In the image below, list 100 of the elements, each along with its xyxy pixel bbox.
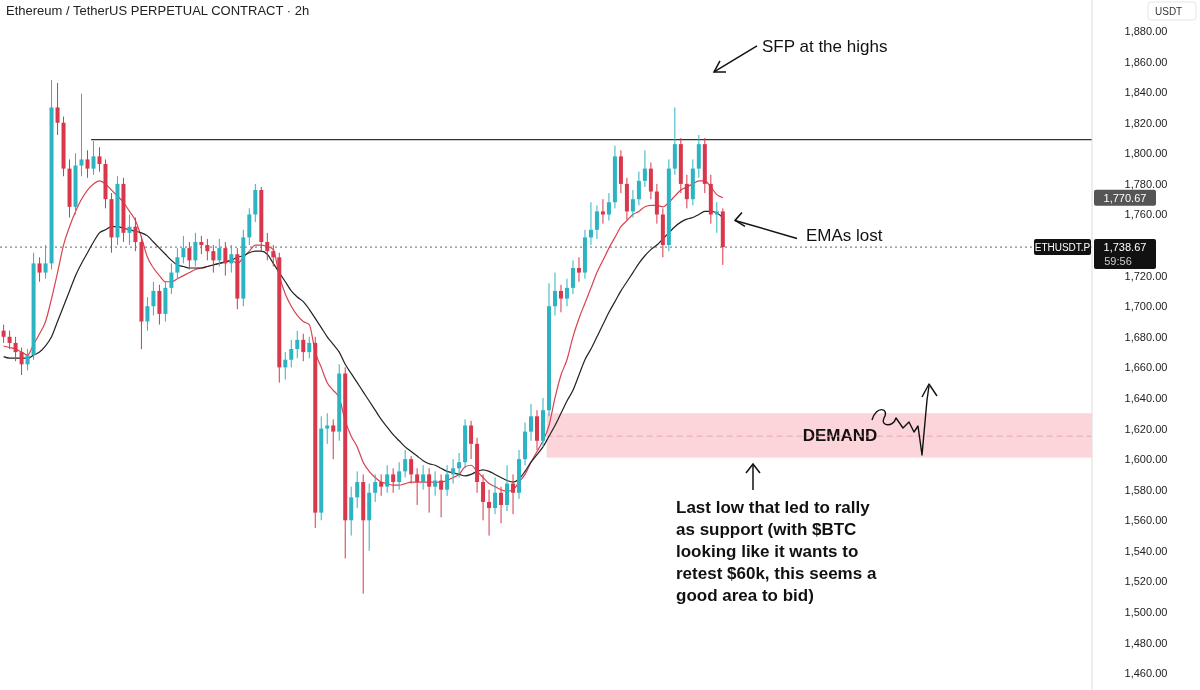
candlestick bbox=[223, 241, 228, 277]
candlestick bbox=[409, 455, 414, 485]
candlestick bbox=[642, 149, 647, 188]
candlestick bbox=[469, 420, 474, 460]
candlestick bbox=[636, 171, 641, 206]
candlestick bbox=[403, 449, 408, 478]
text: 59:56 bbox=[1104, 255, 1132, 268]
band-label: DEMAND bbox=[802, 426, 878, 446]
candlestick bbox=[421, 464, 426, 491]
y-tick-label: 1,700.00 bbox=[1124, 300, 1168, 313]
candlestick bbox=[552, 272, 557, 316]
y-tick-label: 1,540.00 bbox=[1124, 544, 1168, 557]
y-tick-label: 1,860.00 bbox=[1124, 55, 1168, 68]
candlestick bbox=[211, 244, 216, 274]
candlestick bbox=[505, 464, 510, 512]
candlestick bbox=[714, 201, 719, 234]
candlestick bbox=[558, 284, 563, 313]
candlestick bbox=[97, 146, 102, 173]
candlestick bbox=[588, 201, 593, 246]
candlestick bbox=[630, 189, 635, 219]
y-tick-label: 1,720.00 bbox=[1124, 269, 1168, 282]
candlestick bbox=[289, 339, 294, 368]
candlestick bbox=[1, 324, 6, 344]
y-tick-label: 1,480.00 bbox=[1124, 636, 1168, 649]
candlestick bbox=[570, 259, 575, 295]
candlestick bbox=[13, 336, 18, 362]
candlestick bbox=[133, 217, 138, 252]
candlestick bbox=[606, 192, 611, 222]
candlestick bbox=[151, 281, 156, 316]
candlestick bbox=[271, 244, 276, 267]
text: 1,738.67 bbox=[1103, 241, 1147, 254]
y-tick-label: 1,840.00 bbox=[1124, 86, 1168, 99]
y-tick-label: 1,660.00 bbox=[1124, 361, 1168, 374]
candlestick bbox=[349, 486, 354, 537]
y-tick-label: 1,880.00 bbox=[1124, 25, 1168, 37]
candlestick bbox=[187, 241, 192, 271]
candlestick bbox=[229, 244, 234, 274]
candlestick bbox=[283, 351, 288, 381]
candlestick bbox=[43, 244, 48, 280]
candlestick bbox=[648, 161, 653, 200]
candlestick bbox=[79, 93, 84, 177]
candlestick bbox=[600, 198, 605, 225]
candlestick bbox=[457, 452, 462, 478]
candlestick bbox=[7, 330, 12, 350]
y-tick-label: 1,620.00 bbox=[1124, 422, 1168, 435]
y-tick-label: 1,820.00 bbox=[1124, 116, 1168, 129]
y-tick-label: 1,520.00 bbox=[1124, 575, 1168, 588]
candlestick bbox=[397, 461, 402, 491]
y-tick-label: 1,780.00 bbox=[1124, 177, 1168, 190]
y-tick-label: 1,800.00 bbox=[1124, 147, 1168, 160]
text: 1,770.67 bbox=[1103, 191, 1147, 204]
candlestick bbox=[205, 238, 210, 261]
candlestick bbox=[355, 470, 360, 509]
candlestick bbox=[654, 183, 659, 225]
candlestick bbox=[25, 348, 30, 371]
candlestick bbox=[295, 330, 300, 359]
candlestick bbox=[451, 458, 456, 485]
y-tick-label: 1,560.00 bbox=[1124, 514, 1168, 527]
candlestick bbox=[37, 256, 42, 283]
candlestick bbox=[19, 347, 24, 376]
candlestick bbox=[445, 464, 450, 497]
candlestick bbox=[529, 403, 534, 442]
candlestick bbox=[175, 247, 180, 280]
candlestick bbox=[157, 284, 162, 326]
candlestick bbox=[55, 82, 60, 136]
candlestick bbox=[594, 204, 599, 240]
candlestick bbox=[169, 262, 174, 295]
candlestick bbox=[247, 207, 252, 246]
candlestick bbox=[199, 235, 204, 255]
chart-title: Ethereum / TetherUS PERPETUAL CONTRACT · 2h bbox=[6, 3, 310, 18]
y-tick-label: 1,460.00 bbox=[1124, 667, 1168, 680]
y-tick-label: 1,680.00 bbox=[1124, 330, 1168, 343]
candlestick bbox=[265, 232, 270, 261]
candlestick bbox=[85, 149, 90, 179]
annotation: EMAs lost bbox=[806, 226, 883, 246]
candlestick bbox=[493, 476, 498, 515]
candlestick bbox=[217, 238, 222, 267]
y-tick-label: 1,500.00 bbox=[1124, 606, 1168, 619]
candlestick bbox=[193, 232, 198, 267]
candlestick bbox=[564, 278, 569, 307]
candlestick bbox=[145, 296, 150, 332]
y-tick-label: 1,760.00 bbox=[1124, 208, 1168, 221]
candlestick bbox=[301, 333, 306, 362]
candlestick bbox=[91, 140, 96, 176]
candlestick bbox=[373, 473, 378, 503]
candlestick bbox=[325, 412, 330, 445]
annotation: Last low that led to rally as support (with $BTC looking like it wants to retest $60k, this seems a good area to bid) bbox=[676, 498, 877, 605]
text: USDT bbox=[1155, 6, 1183, 17]
candlestick bbox=[487, 489, 492, 537]
candlestick bbox=[307, 336, 312, 359]
y-tick-label: 1,640.00 bbox=[1124, 391, 1168, 404]
candlestick bbox=[181, 235, 186, 264]
candlestick bbox=[433, 470, 438, 497]
ref-line-label: ETHUSDT.P bbox=[1034, 242, 1091, 254]
y-tick-label: 1,580.00 bbox=[1124, 483, 1168, 496]
candlestick bbox=[127, 213, 132, 246]
candlestick bbox=[385, 464, 390, 494]
annotation: SFP at the highs bbox=[762, 36, 888, 56]
candlestick bbox=[576, 256, 581, 283]
candlestick bbox=[331, 418, 336, 460]
